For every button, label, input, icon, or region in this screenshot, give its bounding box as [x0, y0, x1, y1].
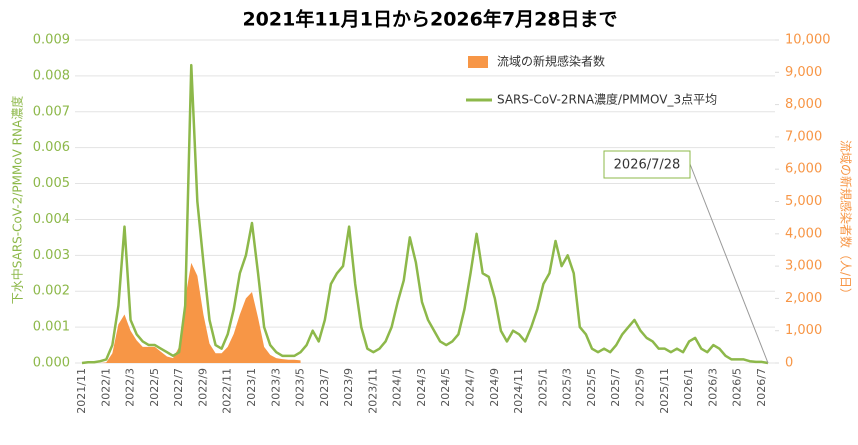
- x-tick-label: 2024/3: [415, 368, 428, 407]
- y-axis-label: 下水中SARS-CoV-2/PMMoV RNA濃度: [10, 96, 25, 304]
- y2-tick-label: 5,000: [785, 194, 822, 209]
- x-tick-label: 2026/5: [731, 368, 744, 407]
- x-tick-label: 2025/3: [561, 368, 574, 407]
- legend-label: 流域の新規感染者数: [497, 54, 605, 69]
- legend-swatch: [468, 56, 488, 68]
- x-tick-label: 2024/9: [488, 368, 501, 407]
- y2-tick-label: 0: [785, 356, 793, 371]
- x-tick-label: 2023/7: [318, 368, 331, 407]
- y-tick-label: 0.009: [33, 33, 70, 48]
- x-tick-label: 2025/11: [658, 368, 671, 414]
- annotation-leader: [689, 163, 769, 364]
- line: [81, 63, 769, 365]
- y2-tick-label: 10,000: [785, 33, 831, 48]
- y-tick-label: 0.002: [33, 284, 70, 299]
- y-tick-label: 0.000: [33, 356, 70, 371]
- y2-tick-label: 3,000: [785, 259, 822, 274]
- x-tick-label: 2022/9: [196, 368, 209, 407]
- x-tick-label: 2023/1: [245, 368, 258, 407]
- y-tick-label: 0.003: [33, 248, 70, 263]
- x-tick-label: 2025/1: [536, 368, 549, 407]
- legend-label: SARS-CoV-2RNA濃度/PMMOV_3点平均: [497, 92, 717, 107]
- x-tick-label: 2023/3: [269, 368, 282, 407]
- x-tick-label: 2022/5: [148, 368, 161, 407]
- x-tick-label: 2026/3: [706, 368, 719, 407]
- x-tick-label: 2025/9: [634, 368, 647, 407]
- y-tick-label: 0.006: [33, 140, 70, 155]
- y2-tick-label: 4,000: [785, 226, 822, 241]
- x-tick-label: 2022/11: [221, 368, 234, 414]
- x-tick-label: 2024/5: [439, 368, 452, 407]
- x-tick-label: 2025/7: [609, 368, 622, 407]
- y2-tick-label: 7,000: [785, 129, 822, 144]
- x-tick-label: 2023/9: [342, 368, 355, 407]
- x-tick-label: 2026/7: [755, 368, 768, 407]
- x-tick-label: 2023/11: [366, 368, 379, 414]
- y2-tick-label: 1,000: [785, 323, 822, 338]
- annotation: 2026/7/28: [614, 158, 681, 173]
- y-tick-label: 0.001: [33, 320, 70, 335]
- x-tick-label: 2021/11: [75, 368, 88, 414]
- y2-axis-label: 流域の新規感染者数（人/日）: [839, 140, 854, 300]
- x-tick-label: 2025/5: [585, 368, 598, 407]
- area: [82, 262, 301, 363]
- x-tick-label: 2022/1: [99, 368, 112, 407]
- annotation-box: [603, 150, 691, 179]
- x-tick-label: 2022/3: [124, 368, 137, 407]
- x-tick-label: 2024/1: [391, 368, 404, 407]
- x-tick-label: 2024/7: [464, 368, 477, 407]
- x-tick-label: 2023/5: [294, 368, 307, 407]
- y-tick-label: 0.008: [33, 68, 70, 83]
- x-tick-label: 2022/7: [172, 368, 185, 407]
- x-tick-label: 2026/1: [682, 368, 695, 407]
- chart-title: 2021年11月1日から2026年7月28日まで: [242, 8, 617, 31]
- y2-tick-label: 2,000: [785, 291, 822, 306]
- x-tick-label: 2024/11: [512, 368, 525, 414]
- y-tick-label: 0.005: [33, 176, 70, 191]
- y2-tick-label: 6,000: [785, 162, 822, 177]
- y-tick-label: 0.004: [33, 212, 70, 227]
- y2-tick-label: 8,000: [785, 97, 822, 112]
- y2-tick-label: 9,000: [785, 65, 822, 80]
- y-tick-label: 0.007: [33, 104, 70, 119]
